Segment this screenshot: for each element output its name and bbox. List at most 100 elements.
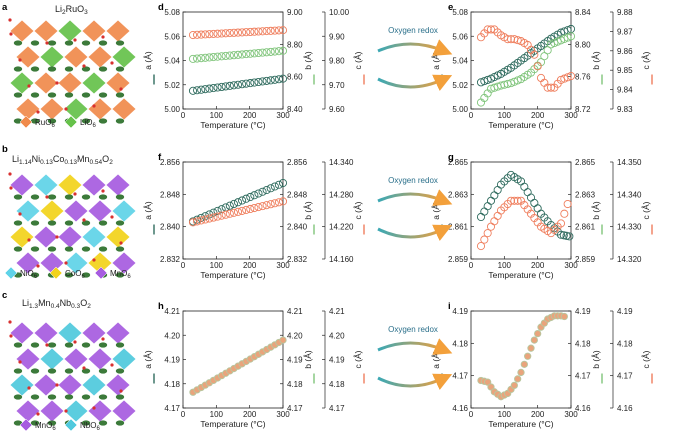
data-point	[213, 83, 222, 92]
chart-f: f 0 100 200 300 Temperature (°C) 2.832 2.840 2.8…	[143, 152, 365, 280]
octahedron	[33, 71, 59, 95]
data-point	[213, 29, 222, 38]
oxygen-atom	[73, 38, 77, 42]
li-atom	[64, 272, 74, 278]
octahedron	[39, 399, 65, 423]
data-point	[201, 30, 210, 39]
oxygen-atom	[82, 64, 86, 68]
octahedron	[57, 373, 83, 397]
li-atom	[98, 40, 108, 46]
data-point	[246, 27, 255, 37]
y-tick-label: 5.04	[164, 57, 180, 66]
data-point	[221, 203, 230, 212]
li-atom	[47, 220, 57, 226]
chart-i: i 0 100 200 300 Temperature (°C) 4.16 4.17 4.18 4…	[431, 301, 653, 429]
data-point	[188, 30, 198, 40]
data-point	[201, 85, 210, 94]
data-point	[254, 48, 263, 58]
data-point	[559, 231, 568, 240]
x-axis-label: Temperature (°C)	[200, 419, 265, 429]
octahedron	[87, 399, 113, 423]
octahedron	[39, 97, 65, 121]
li-atom	[98, 394, 108, 400]
data-point	[188, 218, 198, 227]
data-point	[193, 30, 202, 39]
oxygen-atom	[8, 18, 12, 22]
data-point	[493, 211, 502, 220]
y-tick-label: 5.00	[164, 105, 180, 114]
data-point	[493, 185, 502, 195]
y-axis-label: a (Å)	[431, 350, 441, 369]
oxygen-atom	[92, 406, 96, 410]
octahedron	[57, 19, 83, 43]
legend-c-label: NbO6	[80, 421, 100, 432]
data-point	[209, 29, 218, 38]
y-tick-label: 4.16	[575, 404, 591, 413]
oxygen-atom	[55, 235, 59, 239]
oxygen-atom	[9, 32, 13, 36]
li-atom	[115, 92, 125, 98]
li-atom	[30, 194, 40, 200]
x-tick-label: 0	[181, 410, 186, 419]
y-tick-label: 10.00	[329, 8, 350, 17]
formula-a: Li2RuO3	[55, 4, 88, 16]
y-tick-label: 8.76	[575, 73, 591, 82]
y-tick-label: 4.18	[164, 380, 180, 389]
y-tick-label: 4.18	[329, 380, 345, 389]
li-atom	[98, 368, 108, 374]
li-atom	[47, 342, 57, 348]
y-tick-label: 2.863	[575, 190, 596, 199]
octahedron	[111, 97, 137, 121]
data-point	[520, 360, 528, 368]
data-point	[209, 84, 218, 93]
li-atom	[98, 246, 108, 252]
y-tick-label: 4.21	[329, 307, 345, 316]
octahedron	[9, 71, 35, 95]
redox-arrows-1: Oxygen redox	[377, 176, 453, 241]
data-point	[565, 232, 574, 241]
octahedron	[33, 173, 59, 197]
octahedron	[105, 373, 131, 397]
li-atom	[47, 194, 57, 200]
x-tick-label: 100	[210, 261, 224, 270]
data-point	[513, 196, 522, 205]
data-point	[197, 216, 206, 225]
data-point	[278, 46, 288, 55]
data-point	[262, 48, 271, 57]
y-tick-label: 4.19	[164, 356, 180, 365]
panel-label-i: i	[448, 301, 451, 312]
data-point	[526, 193, 536, 202]
data-point	[543, 46, 552, 55]
y-tick-label: 4.17	[164, 404, 180, 413]
data-point	[563, 73, 572, 82]
data-point	[487, 383, 495, 391]
oxygen-atom	[8, 172, 12, 176]
panel-label-e: e	[448, 2, 453, 13]
li-atom	[64, 220, 74, 226]
y-tick-label: 2.865	[575, 158, 596, 167]
y-axis-label: c (Å)	[353, 350, 363, 368]
data-point	[201, 212, 210, 221]
data-point	[540, 52, 549, 61]
data-point	[486, 196, 496, 205]
data-point	[233, 28, 243, 37]
data-point	[250, 27, 259, 36]
data-point	[201, 53, 210, 62]
y-tick-label: 5.04	[452, 57, 468, 66]
redox-arrows-2: Oxygen redox	[377, 325, 453, 390]
data-point	[486, 25, 496, 34]
legend-c-swatch	[19, 418, 33, 432]
x-tick-label: 200	[531, 410, 545, 419]
y-tick-label: 4.19	[575, 307, 591, 316]
y-axis-label: b (Å)	[591, 51, 601, 70]
y-axis-label: c (Å)	[353, 201, 363, 219]
oxygen-atom	[82, 366, 86, 370]
data-point	[523, 188, 532, 197]
oxygen-atom	[64, 261, 68, 265]
data-point	[250, 191, 259, 200]
li-atom	[13, 66, 23, 72]
data-point	[274, 75, 283, 84]
legend-b-swatch	[94, 266, 108, 280]
data-point	[233, 80, 243, 89]
octahedron	[81, 373, 107, 397]
